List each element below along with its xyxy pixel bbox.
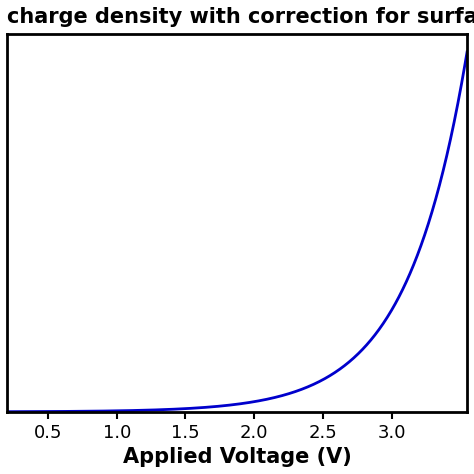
X-axis label: Applied Voltage (V): Applied Voltage (V) — [123, 447, 351, 467]
Text: charge density with correction for surface ch: charge density with correction for surfa… — [7, 7, 474, 27]
